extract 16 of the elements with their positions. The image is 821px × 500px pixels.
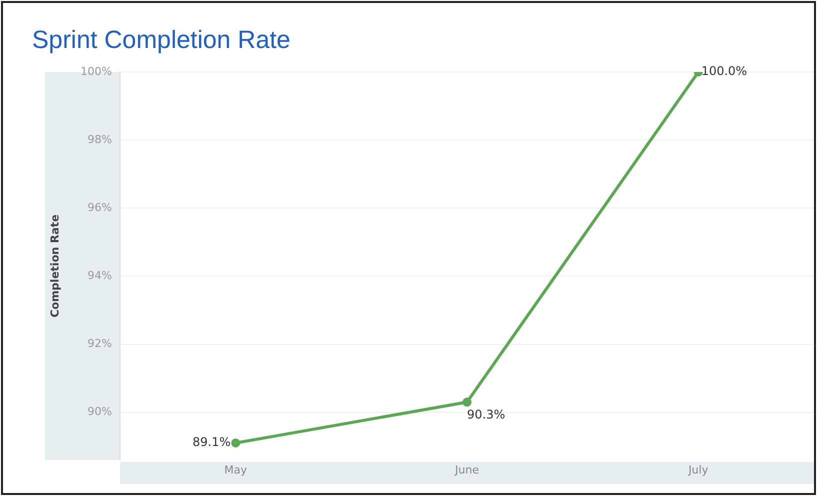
y-tick-label: 100% <box>80 64 112 78</box>
y-tick-label: 94% <box>88 269 112 282</box>
data-label: 100.0% <box>701 64 748 78</box>
chart-title: Sprint Completion Rate <box>32 26 290 55</box>
y-tick-label: 98% <box>88 132 112 146</box>
data-label: 89.1% <box>192 435 231 450</box>
x-tick-label: May <box>224 463 248 476</box>
point <box>231 438 240 448</box>
y-tick-label: 90% <box>88 405 112 418</box>
y-tick-label: 96% <box>88 201 112 214</box>
point <box>462 398 472 407</box>
data-label: 90.3% <box>467 407 506 422</box>
y-tick-label: 92% <box>88 337 112 350</box>
x-tick-label: July <box>687 463 709 476</box>
x-tick-label: June <box>454 463 480 476</box>
y-axis-title: Completion Rate <box>48 214 62 318</box>
